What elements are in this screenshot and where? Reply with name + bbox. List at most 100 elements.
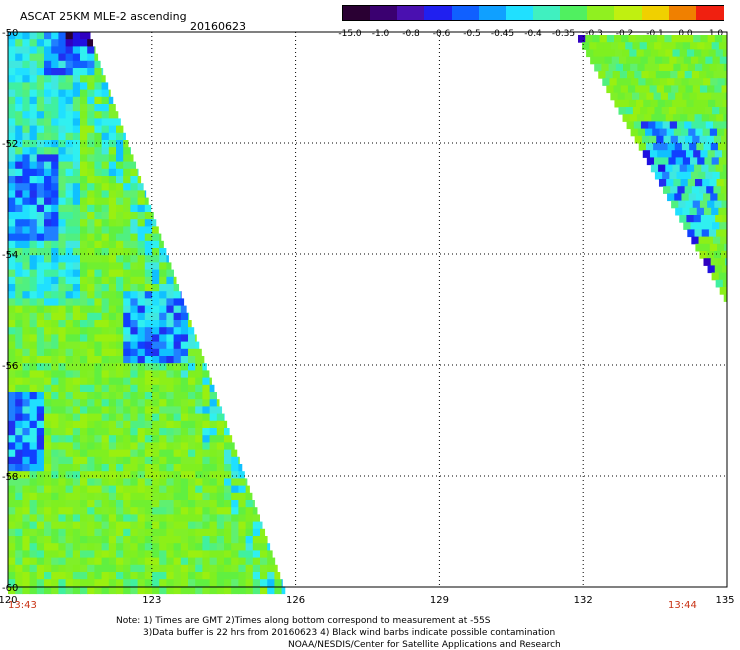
swath-pixel xyxy=(44,435,52,443)
swath-pixel xyxy=(693,215,702,223)
swath-pixel xyxy=(144,507,153,515)
swath-pixel xyxy=(44,507,52,515)
swath-pixel xyxy=(611,56,620,65)
swath-pixel xyxy=(231,456,239,465)
swath-pixel xyxy=(721,251,728,259)
swath-pixel xyxy=(22,536,31,544)
swath-pixel xyxy=(29,226,38,235)
swath-pixel xyxy=(130,442,139,451)
swath-pixel xyxy=(36,60,45,69)
swath-pixel xyxy=(36,435,45,443)
swath-pixel xyxy=(72,536,81,544)
swath-pixel xyxy=(654,171,663,180)
swath-pixel xyxy=(646,92,655,101)
swath-pixel xyxy=(65,464,74,472)
swath-pixel xyxy=(137,572,146,580)
swath-pixel xyxy=(94,413,103,422)
swath-pixel xyxy=(8,269,16,278)
swath-pixel xyxy=(108,492,117,501)
swath-pixel xyxy=(101,348,110,357)
swath-pixel xyxy=(684,121,692,130)
swath-pixel xyxy=(51,550,59,559)
swath-pixel xyxy=(646,157,655,166)
swath-pixel xyxy=(180,312,189,321)
swath-pixel xyxy=(216,579,225,587)
swath-pixel xyxy=(252,528,261,537)
swath-pixel xyxy=(705,56,714,65)
swath-pixel xyxy=(36,240,45,249)
swath-pixel xyxy=(159,406,167,415)
swath-pixel xyxy=(714,200,723,209)
swath-pixel xyxy=(80,104,88,112)
swath-pixel xyxy=(137,298,146,307)
swath-pixel xyxy=(130,428,139,436)
swath-pixel xyxy=(101,96,110,105)
swath-pixel xyxy=(29,500,38,508)
swath-pixel xyxy=(8,464,16,472)
swath-pixel xyxy=(152,327,160,335)
swath-pixel xyxy=(36,89,45,98)
swath-pixel xyxy=(195,550,203,559)
swath-pixel xyxy=(116,204,124,213)
swath-pixel xyxy=(15,557,23,566)
colorbar-segment xyxy=(478,6,507,20)
swath-pixel xyxy=(632,42,641,50)
swath-pixel xyxy=(58,212,67,220)
swath-pixel xyxy=(628,35,637,43)
swath-pixel xyxy=(130,276,139,285)
swath-pixel xyxy=(80,132,88,141)
swath-pixel xyxy=(80,579,88,587)
swath-pixel xyxy=(51,413,59,422)
swath-pixel xyxy=(195,543,203,551)
swath-pixel xyxy=(585,35,593,43)
swath-pixel xyxy=(108,204,117,213)
swath-pixel xyxy=(94,392,103,400)
swath-pixel xyxy=(657,35,665,43)
swath-pixel xyxy=(209,492,218,501)
swath-pixel xyxy=(671,85,679,94)
swath-pixel xyxy=(116,356,124,364)
swath-pixel xyxy=(690,171,699,180)
swath-pixel xyxy=(267,564,275,573)
swath-pixel xyxy=(108,435,117,443)
swath-pixel xyxy=(65,168,74,177)
swath-pixel xyxy=(101,111,110,119)
swath-pixel xyxy=(137,312,146,321)
colorbar-label: -0.3 xyxy=(585,29,603,39)
swath-pixel xyxy=(664,35,673,43)
swath-pixel xyxy=(87,384,95,393)
swath-pixel xyxy=(87,140,95,148)
colorbar-label: -0.1 xyxy=(646,29,664,39)
swath-pixel xyxy=(683,171,692,180)
swath-pixel xyxy=(701,114,710,122)
swath-pixel xyxy=(693,99,702,108)
swath-pixel xyxy=(130,586,139,595)
swath-pixel xyxy=(188,464,196,472)
swath-pixel xyxy=(36,456,45,465)
swath-pixel xyxy=(108,291,117,299)
swath-pixel xyxy=(634,71,642,79)
swath-pixel xyxy=(29,68,38,76)
swath-pixel xyxy=(15,240,23,249)
swath-pixel xyxy=(65,399,74,407)
swath-pixel xyxy=(101,557,110,566)
swath-pixel xyxy=(29,147,38,155)
swath-pixel xyxy=(58,132,67,141)
colorbar-label: -15.0 xyxy=(338,29,362,39)
swath-pixel xyxy=(130,557,139,566)
swath-pixel xyxy=(188,471,196,479)
swath-pixel xyxy=(22,507,31,515)
swath-pixel xyxy=(195,485,203,494)
swath-pixel xyxy=(15,528,23,537)
swath-pixel xyxy=(159,449,167,458)
swath-pixel xyxy=(238,536,247,544)
swath-pixel xyxy=(65,248,74,256)
swath-pixel xyxy=(15,550,23,559)
swath-pixel xyxy=(80,384,88,393)
swath-pixel xyxy=(65,543,74,551)
swath-pixel xyxy=(44,89,52,98)
swath-pixel xyxy=(94,147,103,155)
swath-pixel xyxy=(137,557,146,566)
swath-pixel xyxy=(195,464,203,472)
swath-pixel xyxy=(44,464,52,472)
